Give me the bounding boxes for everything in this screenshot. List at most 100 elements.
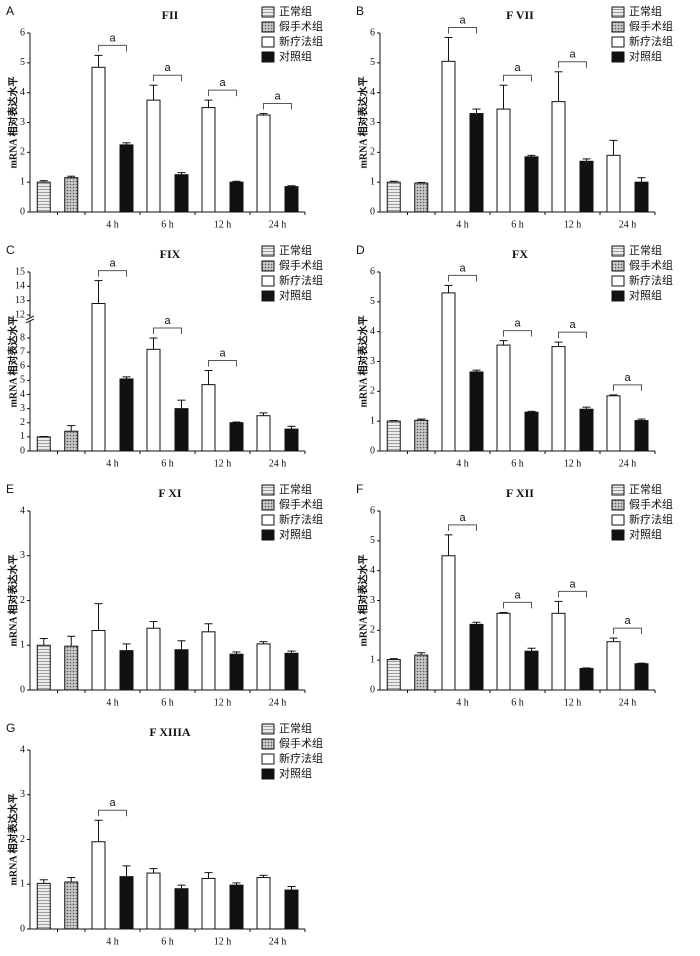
significance-label: a xyxy=(514,62,521,74)
significance-label: a xyxy=(514,589,521,601)
legend-swatch xyxy=(261,499,275,511)
bar xyxy=(386,420,401,452)
bar xyxy=(496,612,511,691)
x-tick-label: 4 h xyxy=(456,458,469,469)
legend-swatch xyxy=(611,21,625,33)
significance-bracket xyxy=(153,74,182,82)
y-tick-label: 3 xyxy=(370,595,375,606)
bar xyxy=(496,108,511,213)
x-tick-label: 24 h xyxy=(269,697,287,708)
significance-label: a xyxy=(219,77,226,89)
bar xyxy=(36,882,51,930)
panel: B F VII mRNA 相对表达水平 0 1 2 3 4 5 6 4 h a 6 h a 12 h a 24 … xyxy=(356,4,673,230)
chart-title: FII xyxy=(162,8,179,22)
x-tick-label: 4 h xyxy=(456,219,469,230)
x-tick-label: 24 h xyxy=(619,458,637,469)
y-tick-label: 3 xyxy=(20,550,25,561)
bar xyxy=(469,371,484,452)
bar xyxy=(579,408,594,452)
y-tick-label: 0 xyxy=(370,445,375,456)
legend-label: 新疗法组 xyxy=(629,512,673,526)
significance-bracket xyxy=(208,89,237,97)
significance-label: a xyxy=(459,14,466,26)
significance-bracket xyxy=(153,327,182,335)
y-tick-label: 6 xyxy=(20,27,25,38)
legend-label: 对照组 xyxy=(629,527,662,541)
x-tick-label: 12 h xyxy=(214,936,232,947)
significance-label: a xyxy=(109,797,116,809)
legend-label: 假手术组 xyxy=(279,497,323,511)
bar xyxy=(119,144,134,213)
y-tick-label: 4 xyxy=(370,565,375,576)
y-tick-label: 3 xyxy=(370,117,375,128)
y-tick-label: 5 xyxy=(370,535,375,546)
legend-label: 正常组 xyxy=(279,482,312,496)
panel: A FII mRNA 相对表达水平 0 1 2 3 4 5 6 4 h a 6 h a 12 h a 24 h a… xyxy=(6,4,323,230)
x-tick-label: 4 h xyxy=(106,219,119,230)
x-tick-label: 6 h xyxy=(161,936,174,947)
legend-label: 正常组 xyxy=(279,4,312,18)
significance-bracket xyxy=(98,44,127,52)
x-tick-label: 12 h xyxy=(564,458,582,469)
y-tick-label: 3 xyxy=(370,356,375,367)
legend-label: 正常组 xyxy=(279,721,312,735)
bar xyxy=(256,877,271,930)
bar xyxy=(284,428,299,452)
y-tick-label: 8 xyxy=(20,332,25,343)
y-tick-label: 4 xyxy=(370,87,375,98)
x-tick-label: 6 h xyxy=(511,697,524,708)
y-tick-label: 2 xyxy=(370,386,375,397)
legend-swatch xyxy=(261,6,275,18)
legend-label: 对照组 xyxy=(279,49,312,63)
x-tick-label: 12 h xyxy=(564,697,582,708)
x-tick-label: 12 h xyxy=(214,458,232,469)
significance-bracket xyxy=(448,26,477,34)
legend-swatch xyxy=(611,529,625,541)
bar xyxy=(606,395,621,452)
bar xyxy=(551,346,566,452)
bar xyxy=(524,650,539,691)
y-tick-label: 0 xyxy=(370,684,375,695)
y-tick-label: 1 xyxy=(370,176,375,187)
significance-label: a xyxy=(514,318,521,330)
bar xyxy=(284,652,299,691)
x-tick-label: 6 h xyxy=(161,458,174,469)
bar xyxy=(36,436,51,452)
x-tick-label: 4 h xyxy=(106,697,119,708)
chart-title: FX xyxy=(512,247,528,261)
legend-swatch xyxy=(261,260,275,272)
x-tick-label: 4 h xyxy=(106,936,119,947)
x-tick-label: 6 h xyxy=(511,458,524,469)
y-axis-label: mRNA 相对表达水平 xyxy=(356,555,369,647)
bar xyxy=(469,623,484,691)
legend-label: 对照组 xyxy=(279,288,312,302)
legend-swatch xyxy=(261,484,275,496)
y-tick-label: 2 xyxy=(20,417,25,428)
bar xyxy=(386,659,401,691)
bar xyxy=(229,181,244,213)
y-tick-label: 1 xyxy=(370,654,375,665)
chart-title: F XIIIA xyxy=(149,725,191,739)
x-tick-label: 24 h xyxy=(269,458,287,469)
significance-bracket xyxy=(558,590,587,598)
bar xyxy=(119,650,134,691)
y-tick-label: 12 xyxy=(15,309,25,320)
y-tick-label: 4 xyxy=(20,744,25,755)
legend-swatch xyxy=(611,290,625,302)
chart-title: F XI xyxy=(158,486,182,500)
bar xyxy=(524,156,539,213)
x-tick-label: 24 h xyxy=(619,219,637,230)
legend-label: 对照组 xyxy=(279,527,312,541)
x-tick-label: 6 h xyxy=(161,697,174,708)
panel-letter: E xyxy=(6,482,14,496)
legend-swatch xyxy=(611,36,625,48)
bar xyxy=(146,99,161,213)
legend-swatch xyxy=(261,529,275,541)
x-tick-label: 24 h xyxy=(619,697,637,708)
y-axis-label: mRNA 相对表达水平 xyxy=(356,316,369,408)
legend-swatch xyxy=(611,275,625,287)
bar xyxy=(174,649,189,691)
axis-break xyxy=(25,315,35,321)
y-tick-label: 6 xyxy=(370,505,375,516)
legend-label: 对照组 xyxy=(279,766,312,780)
